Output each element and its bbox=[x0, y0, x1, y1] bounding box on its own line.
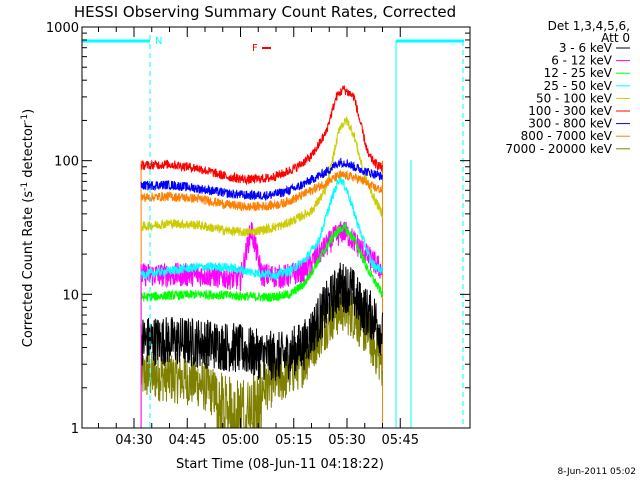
legend-entry-9: 7000 - 20000 keV bbox=[505, 142, 612, 156]
legend-entry-1: 3 - 6 keV bbox=[559, 41, 613, 55]
series-line-5 bbox=[140, 116, 383, 237]
legend-entry-6: 100 - 300 keV bbox=[528, 104, 612, 118]
y-tick-label-0: 1 bbox=[71, 422, 79, 437]
x-axis-label: Start Time (08-Jun-11 04:18:22) bbox=[176, 457, 384, 472]
legend-entry-3: 12 - 25 keV bbox=[544, 66, 613, 80]
y-tick-label-3: 1000 bbox=[46, 21, 79, 36]
series-line-1 bbox=[140, 262, 383, 381]
footer-timestamp: 8-Jun-2011 05:02 bbox=[558, 467, 637, 477]
legend-entry-4: 25 - 50 keV bbox=[544, 79, 613, 93]
legend-header-line-1: Det 1,3,4,5,6, bbox=[548, 19, 630, 33]
y-axis-label: Corrected Count Rate (s-1 detector-1) bbox=[20, 109, 36, 347]
y-axis-label-suffix: ) bbox=[21, 109, 36, 114]
x-tick-label-5: 05:45 bbox=[382, 433, 419, 448]
legend-entry-7: 300 - 800 keV bbox=[528, 117, 612, 131]
x-tick-label-0: 04:30 bbox=[115, 433, 152, 448]
x-tick-label-1: 04:45 bbox=[169, 433, 206, 448]
night-label: N bbox=[155, 36, 162, 47]
legend-entry-8: 800 - 7000 keV bbox=[521, 129, 613, 143]
legend-header-line-2: Att 0 bbox=[601, 31, 630, 45]
series-line-9 bbox=[140, 285, 383, 428]
y-tick-label-2: 100 bbox=[54, 155, 79, 170]
y-tick-label-1: 10 bbox=[62, 288, 79, 303]
flare-flag: F bbox=[252, 43, 271, 54]
chart-title: HESSI Observing Summary Count Rates, Cor… bbox=[74, 3, 456, 21]
y-axis-label-sup-2: -1 bbox=[20, 114, 30, 123]
x-tick-label-3: 05:15 bbox=[275, 433, 312, 448]
flare-flag-label: F bbox=[252, 43, 258, 54]
series-line-3 bbox=[140, 222, 383, 303]
x-tick-label-2: 05:00 bbox=[222, 433, 259, 448]
series-line-6 bbox=[140, 85, 383, 186]
series-line-4 bbox=[140, 174, 383, 282]
y-axis-label-sup-1: -1 bbox=[20, 182, 30, 191]
x-axis: 04:30 04:45 05:00 05:15 05:30 05:45 bbox=[98, 27, 419, 448]
x-tick-label-4: 05:30 bbox=[328, 433, 365, 448]
y-axis: 1 10 100 1000 bbox=[46, 21, 470, 437]
y-axis-label-mid: detector bbox=[21, 122, 36, 182]
y-axis-label-prefix: Corrected Count Rate (s bbox=[21, 191, 36, 348]
legend-entry-2: 6 - 12 keV bbox=[551, 54, 613, 68]
series-line-7 bbox=[140, 157, 383, 201]
series-line-8 bbox=[140, 169, 383, 212]
legend-entry-5: 50 - 100 keV bbox=[536, 91, 613, 105]
night-markers: N bbox=[82, 35, 464, 428]
